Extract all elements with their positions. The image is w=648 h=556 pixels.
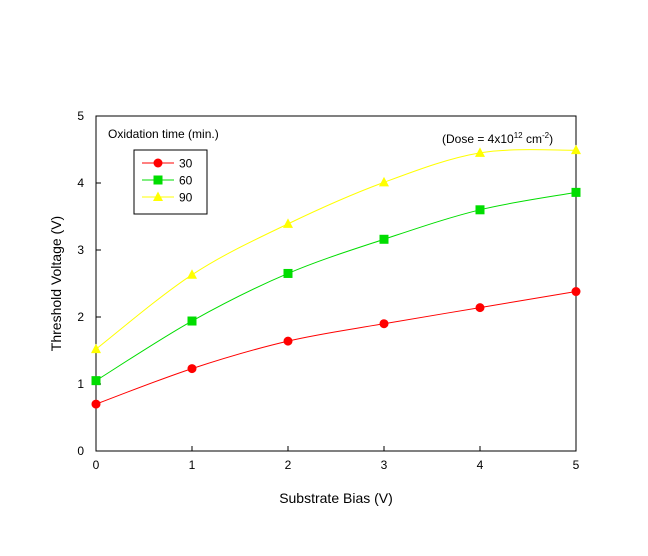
y-axis-label: Threshold Voltage (V) xyxy=(48,216,64,351)
y-tick-label-3: 3 xyxy=(77,243,84,257)
x-tick-label-1: 1 xyxy=(189,458,196,472)
y-tick-label-2: 2 xyxy=(77,310,84,324)
legend-marker-30 xyxy=(153,158,163,168)
data-point-90-5 xyxy=(571,144,581,155)
plot-frame xyxy=(95,115,577,452)
y-tick-label-0: 0 xyxy=(77,444,84,458)
dose-exponent: 12 xyxy=(514,131,523,140)
data-point-60-1 xyxy=(187,316,197,326)
data-point-30-0 xyxy=(91,399,101,409)
dose-unit-exponent: -2 xyxy=(542,131,550,140)
x-axis-label: Substrate Bias (V) xyxy=(279,490,393,506)
data-point-60-3 xyxy=(379,234,389,244)
data-point-30-5 xyxy=(571,287,581,297)
legend-label-90: 90 xyxy=(179,191,193,205)
data-point-30-4 xyxy=(475,303,485,313)
series-30 xyxy=(91,287,581,409)
data-point-90-0 xyxy=(91,343,101,354)
series-group xyxy=(91,144,581,409)
legend: 30 60 90 xyxy=(142,157,193,205)
legend-label-60: 60 xyxy=(179,174,193,188)
data-point-30-2 xyxy=(283,336,293,346)
dose-prefix: (Dose = 4x10 xyxy=(442,132,514,146)
legend-marker-90 xyxy=(153,191,163,201)
legend-title: Oxidation time (min.) xyxy=(108,127,219,141)
y-tick-label-4: 4 xyxy=(77,176,84,190)
legend-label-30: 30 xyxy=(179,157,193,171)
data-point-90-2 xyxy=(283,218,293,228)
data-point-30-3 xyxy=(379,319,389,329)
data-point-60-0 xyxy=(91,376,101,386)
x-tick-label-4: 4 xyxy=(477,458,484,472)
dose-suffix: ) xyxy=(549,132,553,146)
dose-annotation: (Dose = 4x1012 cm-2) xyxy=(442,131,553,146)
series-90 xyxy=(91,144,581,354)
data-point-90-1 xyxy=(187,269,197,279)
data-point-30-1 xyxy=(187,364,197,374)
y-tick-label-1: 1 xyxy=(77,377,84,391)
y-tick-label-5: 5 xyxy=(77,109,84,123)
series-60 xyxy=(91,187,581,386)
x-tick-label-5: 5 xyxy=(573,458,580,472)
series-line-60 xyxy=(95,191,577,382)
data-point-90-3 xyxy=(379,176,389,187)
series-line-30 xyxy=(95,291,577,405)
data-point-60-5 xyxy=(571,187,581,197)
data-point-60-2 xyxy=(283,268,293,278)
x-tick-label-3: 3 xyxy=(381,458,388,472)
legend-box xyxy=(133,149,208,215)
data-point-90-4 xyxy=(475,147,485,157)
dose-unit: cm xyxy=(523,132,542,146)
data-point-60-4 xyxy=(475,205,485,215)
x-tick-label-2: 2 xyxy=(285,458,292,472)
x-tick-label-0: 0 xyxy=(93,458,100,472)
legend-marker-60 xyxy=(153,175,163,185)
legend-entry-90: 90 xyxy=(142,191,193,205)
legend-entry-60: 60 xyxy=(142,174,193,188)
legend-entry-30: 30 xyxy=(142,157,193,171)
